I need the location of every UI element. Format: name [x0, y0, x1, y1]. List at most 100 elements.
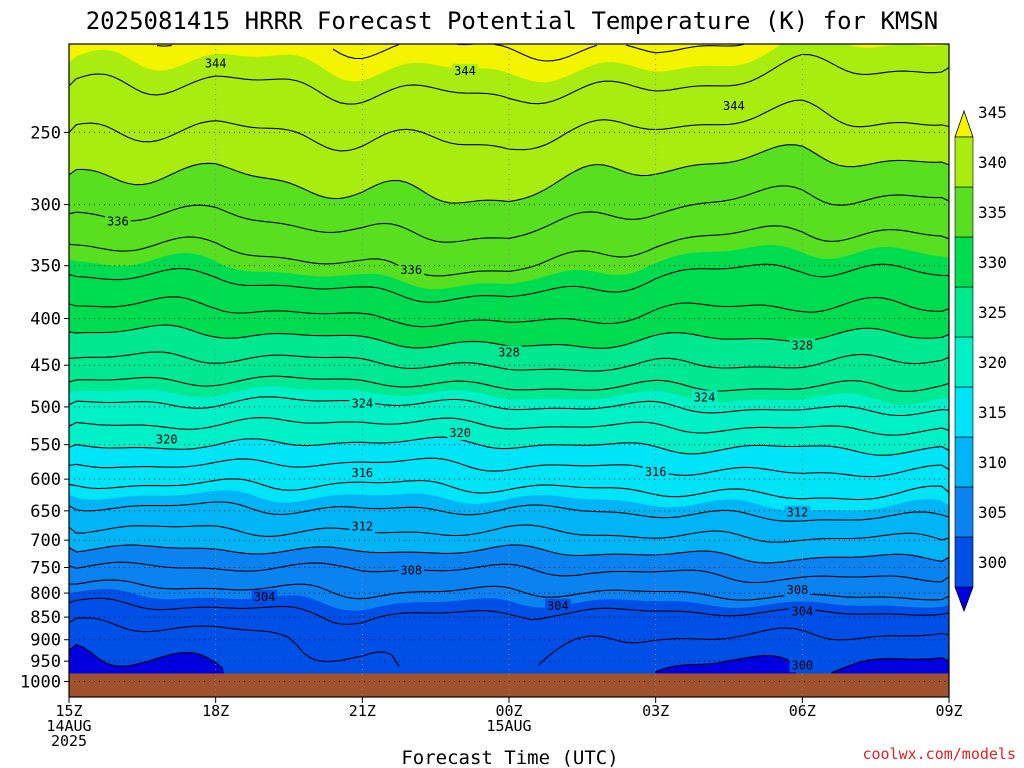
- contour-label-text: 304: [254, 590, 276, 604]
- contour-label-308: 308: [784, 583, 811, 598]
- x-tick-label: 21Z: [349, 702, 376, 720]
- y-tick-label-700: 700: [30, 531, 61, 551]
- y-tick-label-450: 450: [30, 356, 61, 376]
- contour-label-304: 304: [251, 590, 278, 605]
- y-axis-ticks: 250 300 350 400 450 500 550 600 650 700 750 800 850 9…: [20, 123, 69, 692]
- colorbar-label-320: 320: [978, 353, 1007, 372]
- contour-label-bg: [496, 345, 522, 360]
- contour-label-bg: [789, 658, 816, 673]
- contour-label-text: 312: [351, 519, 373, 533]
- y-tick-label-400: 400: [30, 310, 61, 330]
- y-tick-label-1000: 1000: [20, 672, 61, 692]
- y-tick-label-750: 750: [30, 559, 61, 579]
- contour-line-300: [68, 643, 224, 670]
- colorbar-label-305: 305: [978, 503, 1007, 522]
- contour-label-344: 344: [721, 99, 747, 114]
- ground-layer: [69, 673, 949, 697]
- contour-label-316: 316: [349, 466, 376, 481]
- contour-label-bg: [784, 583, 811, 598]
- colorbar-band-305: [954, 486, 974, 538]
- contour-label-312: 312: [784, 505, 811, 520]
- contour-label-bg: [789, 338, 816, 353]
- contour-label-bg: [452, 63, 478, 78]
- theta-band-340-345: [69, 44, 949, 203]
- contour-label-text: 320: [156, 433, 178, 447]
- contour-label-text: 336: [107, 214, 129, 228]
- y-tick-label-300: 300: [30, 196, 61, 216]
- contour-label-bg: [789, 604, 816, 619]
- colorbar-band-320: [954, 336, 974, 388]
- contour-label-316: 316: [642, 464, 669, 479]
- x-tick-label: 06Z: [789, 702, 816, 720]
- contour-line-300: [655, 654, 796, 673]
- y-tick-label-950: 950: [30, 652, 61, 672]
- y-tick-label-500: 500: [30, 398, 61, 418]
- contour-label-328: 328: [496, 345, 522, 360]
- contour-label-bg: [721, 99, 747, 114]
- colorbar-label-300: 300: [978, 553, 1007, 572]
- grid-lines: [68, 44, 950, 697]
- contour-line-334: [68, 263, 950, 303]
- contour-line-346: [332, 43, 400, 60]
- contour-label-bg: [105, 214, 131, 229]
- x-tick-label: 09Z: [935, 702, 962, 720]
- contour-label-text: 344: [454, 64, 476, 78]
- contour-labels: 344 344 344 336 336 328 328 324 324 320 320 316 316 3…: [105, 56, 816, 673]
- contour-line-322: [68, 417, 950, 436]
- contour-label-312: 312: [349, 519, 376, 534]
- colorbar-band-340: [954, 136, 974, 188]
- colorbar-band-315: [954, 386, 974, 438]
- contour-label-bg: [153, 432, 180, 447]
- contour-label-bg: [545, 598, 571, 613]
- contour-label-bg: [784, 505, 811, 520]
- colorbar-triangle-high: [954, 109, 974, 138]
- x-tick-label: 18Z: [202, 702, 229, 720]
- colorbar-triangle-low: [954, 586, 974, 613]
- contour-line-300: [831, 657, 950, 674]
- contour-line-302: [537, 627, 950, 666]
- x-tick-label: 2025: [51, 732, 87, 750]
- contour-line-312: [68, 524, 950, 543]
- theta-band-345-350: [69, 44, 949, 83]
- contour-label-336: 336: [398, 263, 425, 278]
- colorbar-label-345: 345: [978, 103, 1007, 122]
- contour-label-304: 304: [789, 604, 816, 619]
- contour-label-320: 320: [153, 432, 180, 447]
- contour-label-text: 324: [351, 397, 373, 411]
- colorbar-band-300: [954, 536, 974, 588]
- contour-label-bg: [202, 56, 229, 71]
- y-tick-label-350: 350: [30, 257, 61, 277]
- colorbar-band-325: [954, 286, 974, 338]
- contour-label-bg: [349, 519, 376, 534]
- contour-label-bg: [398, 263, 425, 278]
- contour-label-bg: [398, 563, 425, 578]
- contour-label-344: 344: [202, 56, 229, 71]
- contour-label-text: 344: [205, 56, 227, 70]
- chart-title: 2025081415 HRRR Forecast Potential Tempe…: [86, 7, 939, 35]
- contour-label-text: 316: [645, 465, 667, 479]
- contour-label-text: 336: [400, 263, 422, 277]
- contour-label-text: 304: [791, 604, 813, 618]
- x-tick-label: 15Z: [55, 702, 82, 720]
- contour-label-324: 324: [349, 396, 376, 411]
- contour-line-340: [68, 144, 950, 204]
- y-tick-label-250: 250: [30, 123, 61, 143]
- y-tick-label-800: 800: [30, 584, 61, 604]
- colorbar: 300 305 310 315 320 325 330 335 340 345: [954, 103, 1007, 613]
- contour-line-332: [68, 296, 950, 328]
- contour-label-text: 328: [791, 338, 813, 352]
- contour-line-314: [68, 501, 950, 522]
- contour-label-text: 300: [791, 658, 813, 672]
- contour-label-text: 328: [498, 346, 520, 360]
- y-tick-label-600: 600: [30, 470, 61, 490]
- contour-label-text: 308: [787, 583, 809, 597]
- contour-line-346: [156, 44, 172, 47]
- x-tick-label: 00Z: [495, 702, 522, 720]
- contour-label-bg: [642, 464, 669, 479]
- x-axis-label: Forecast Time (UTC): [401, 747, 618, 768]
- colorbar-label-315: 315: [978, 403, 1007, 422]
- contour-label-bg: [349, 396, 376, 411]
- contour-label-344: 344: [452, 63, 478, 78]
- colorbar-band-310: [954, 436, 974, 488]
